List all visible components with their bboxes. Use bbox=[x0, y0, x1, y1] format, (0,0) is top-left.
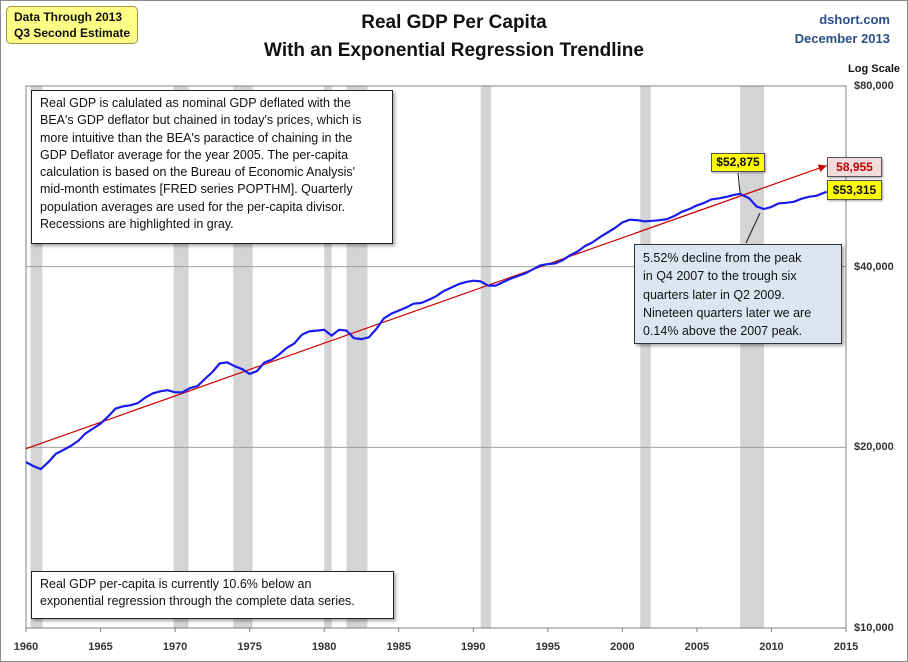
note-line: quarters later in Q2 2009. bbox=[643, 287, 785, 302]
scale-label: Log Scale bbox=[848, 63, 900, 75]
x-tick-label: 1970 bbox=[162, 641, 188, 653]
x-tick-label: 1985 bbox=[386, 641, 411, 653]
y-tick-label: $20,000 bbox=[854, 441, 894, 454]
note-line: exponential regression through the compl… bbox=[40, 594, 355, 609]
recession-band bbox=[740, 86, 764, 628]
data-through-line2: Q3 Second Estimate bbox=[14, 26, 131, 40]
note-line: Nineteen quarters later we are bbox=[643, 305, 812, 320]
x-tick-label: 1960 bbox=[13, 641, 39, 653]
note-line: 5.52% decline from the peak bbox=[643, 251, 802, 265]
x-tick-label: 2015 bbox=[833, 641, 859, 653]
x-tick-label: 1975 bbox=[237, 641, 262, 653]
x-tick-label: 2005 bbox=[684, 641, 710, 653]
current-callout: $53,315 bbox=[827, 180, 882, 200]
decline-note: 5.52% decline from the peak in Q4 2007 t… bbox=[634, 244, 842, 344]
data-through-line1: Data Through 2013 bbox=[14, 10, 123, 24]
note-line: Real GDP per-capita is currently 10.6% b… bbox=[40, 577, 312, 591]
y-tick-label: $80,000 bbox=[854, 80, 894, 92]
note-line: GDP Deflator average for the year 2005. … bbox=[40, 147, 349, 162]
x-tick-label: 2000 bbox=[610, 641, 635, 653]
note-line: Real GDP is calulated as nominal GDP def… bbox=[40, 96, 351, 110]
recession-band bbox=[30, 86, 43, 628]
trough-pointer bbox=[745, 212, 761, 244]
trend-callout: 58,955 bbox=[827, 157, 882, 177]
trend-arrowhead bbox=[817, 164, 827, 173]
note-line: calculation is based on the Bureau of Ec… bbox=[40, 165, 356, 180]
y-tick-label: $40,000 bbox=[854, 260, 894, 273]
methodology-note: Real GDP is calulated as nominal GDP def… bbox=[31, 90, 393, 244]
recession-band bbox=[480, 86, 492, 628]
peak-callout: $52,875 bbox=[711, 153, 765, 172]
plot-border bbox=[25, 85, 847, 629]
x-tick-label: 1980 bbox=[311, 641, 337, 653]
chart-subtitle: With an Exponential Regression Trendline bbox=[264, 40, 644, 61]
peak-pointer bbox=[737, 172, 741, 194]
note-line: in Q4 2007 to the trough six bbox=[643, 269, 797, 284]
note-line: 0.14% above the 2007 peak. bbox=[643, 324, 803, 339]
note-line: mid-month estimates [FRED series POPTHM]… bbox=[40, 182, 353, 197]
x-tick-label: 2010 bbox=[759, 641, 784, 653]
note-line: more intuitive than the BEA's paractice … bbox=[40, 130, 353, 145]
x-tick-label: 1995 bbox=[535, 641, 561, 653]
source-site: dshort.com bbox=[819, 12, 890, 27]
note-line: population averages are used for the per… bbox=[40, 199, 346, 214]
recession-band bbox=[640, 86, 651, 628]
trend-line bbox=[25, 164, 827, 450]
regression-note: Real GDP per-capita is currently 10.6% b… bbox=[31, 571, 394, 619]
recession-band bbox=[324, 86, 332, 628]
chart-title: Real GDP Per Capita bbox=[361, 12, 547, 33]
source-date: December 2013 bbox=[794, 31, 890, 46]
x-tick-label: 1990 bbox=[461, 641, 486, 653]
y-tick-label: $10,000 bbox=[854, 622, 894, 634]
x-tick-label: 1965 bbox=[88, 641, 113, 653]
gdp-series-line bbox=[25, 190, 827, 471]
note-line: Recessions are highlighted in gray. bbox=[40, 217, 234, 232]
note-line: BEA's GDP deflator but chained in today'… bbox=[40, 113, 362, 128]
data-through-badge: Data Through 2013 Q3 Second Estimate bbox=[6, 6, 138, 44]
